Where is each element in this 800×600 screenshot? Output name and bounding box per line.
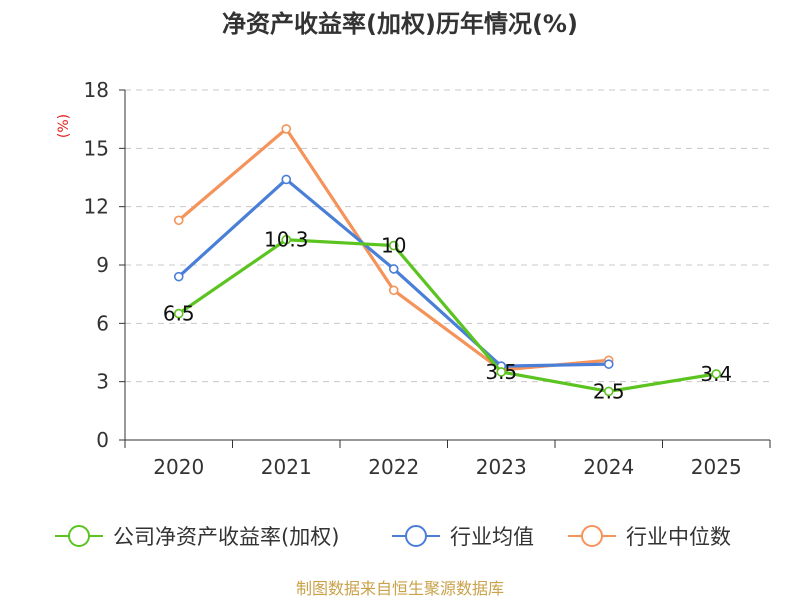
- data-label: 2.5: [593, 379, 625, 403]
- y-axis-label: (%): [56, 114, 72, 138]
- data-label: 10.3: [264, 228, 309, 252]
- data-point: [281, 124, 292, 134]
- series-group: [173, 124, 722, 397]
- legend-label: 公司净资产收益率(加权): [113, 525, 339, 549]
- series-0: [173, 234, 722, 397]
- axes: 0 3 6 9 12 15 18 2020 2021 2022 2023 2024 2025: [84, 78, 771, 479]
- x-tick-label: 2024: [583, 455, 634, 479]
- data-point: [496, 367, 507, 377]
- y-tick-label: 12: [84, 195, 109, 219]
- legend-label: 行业中位数: [626, 525, 731, 549]
- y-tick-label: 9: [96, 253, 109, 277]
- y-tick-label: 18: [84, 78, 109, 102]
- data-point: [388, 264, 399, 274]
- legend-marker: [405, 525, 427, 547]
- data-point: [388, 285, 399, 296]
- data-labels: 6.5 10.3 10 3.5 2.5 3.4: [163, 228, 732, 404]
- data-label: 10: [381, 234, 406, 258]
- data-point: [173, 308, 184, 319]
- legend-marker: [581, 525, 603, 547]
- grid-lines: [125, 89, 770, 383]
- x-tick-label: 2021: [261, 455, 312, 479]
- data-point: [281, 234, 292, 245]
- data-point: [173, 215, 184, 226]
- chart-title: 净资产收益率(加权)历年情况(%): [222, 10, 578, 38]
- legend-marker: [68, 525, 90, 547]
- y-tick-label: 3: [96, 370, 109, 394]
- legend-label: 行业均值: [450, 525, 534, 549]
- data-point: [281, 174, 292, 185]
- legend[interactable]: 公司净资产收益率(加权) 行业均值 行业中位数: [55, 525, 731, 549]
- legend-item-2[interactable]: 行业中位数: [568, 525, 731, 549]
- data-point: [711, 369, 722, 379]
- data-label: 3.5: [485, 360, 517, 384]
- data-label: 3.4: [700, 362, 732, 386]
- source-note: 制图数据来自恒生聚源数据库: [296, 579, 504, 598]
- legend-item-0[interactable]: 公司净资产收益率(加权): [55, 525, 339, 549]
- series-line: [177, 238, 717, 393]
- y-tick-label: 15: [84, 136, 109, 160]
- x-tick-label: 2020: [153, 455, 204, 479]
- data-point: [388, 240, 399, 251]
- y-tick-label: 0: [96, 428, 109, 452]
- data-point: [173, 271, 184, 282]
- x-tick-label: 2025: [691, 455, 742, 479]
- data-point: [603, 386, 614, 397]
- x-tick-label: 2023: [476, 455, 527, 479]
- y-tick-label: 6: [96, 311, 109, 335]
- data-label: 6.5: [163, 302, 195, 326]
- x-tick-label: 2022: [368, 455, 419, 479]
- data-point: [603, 359, 614, 369]
- legend-item-1[interactable]: 行业均值: [392, 525, 534, 549]
